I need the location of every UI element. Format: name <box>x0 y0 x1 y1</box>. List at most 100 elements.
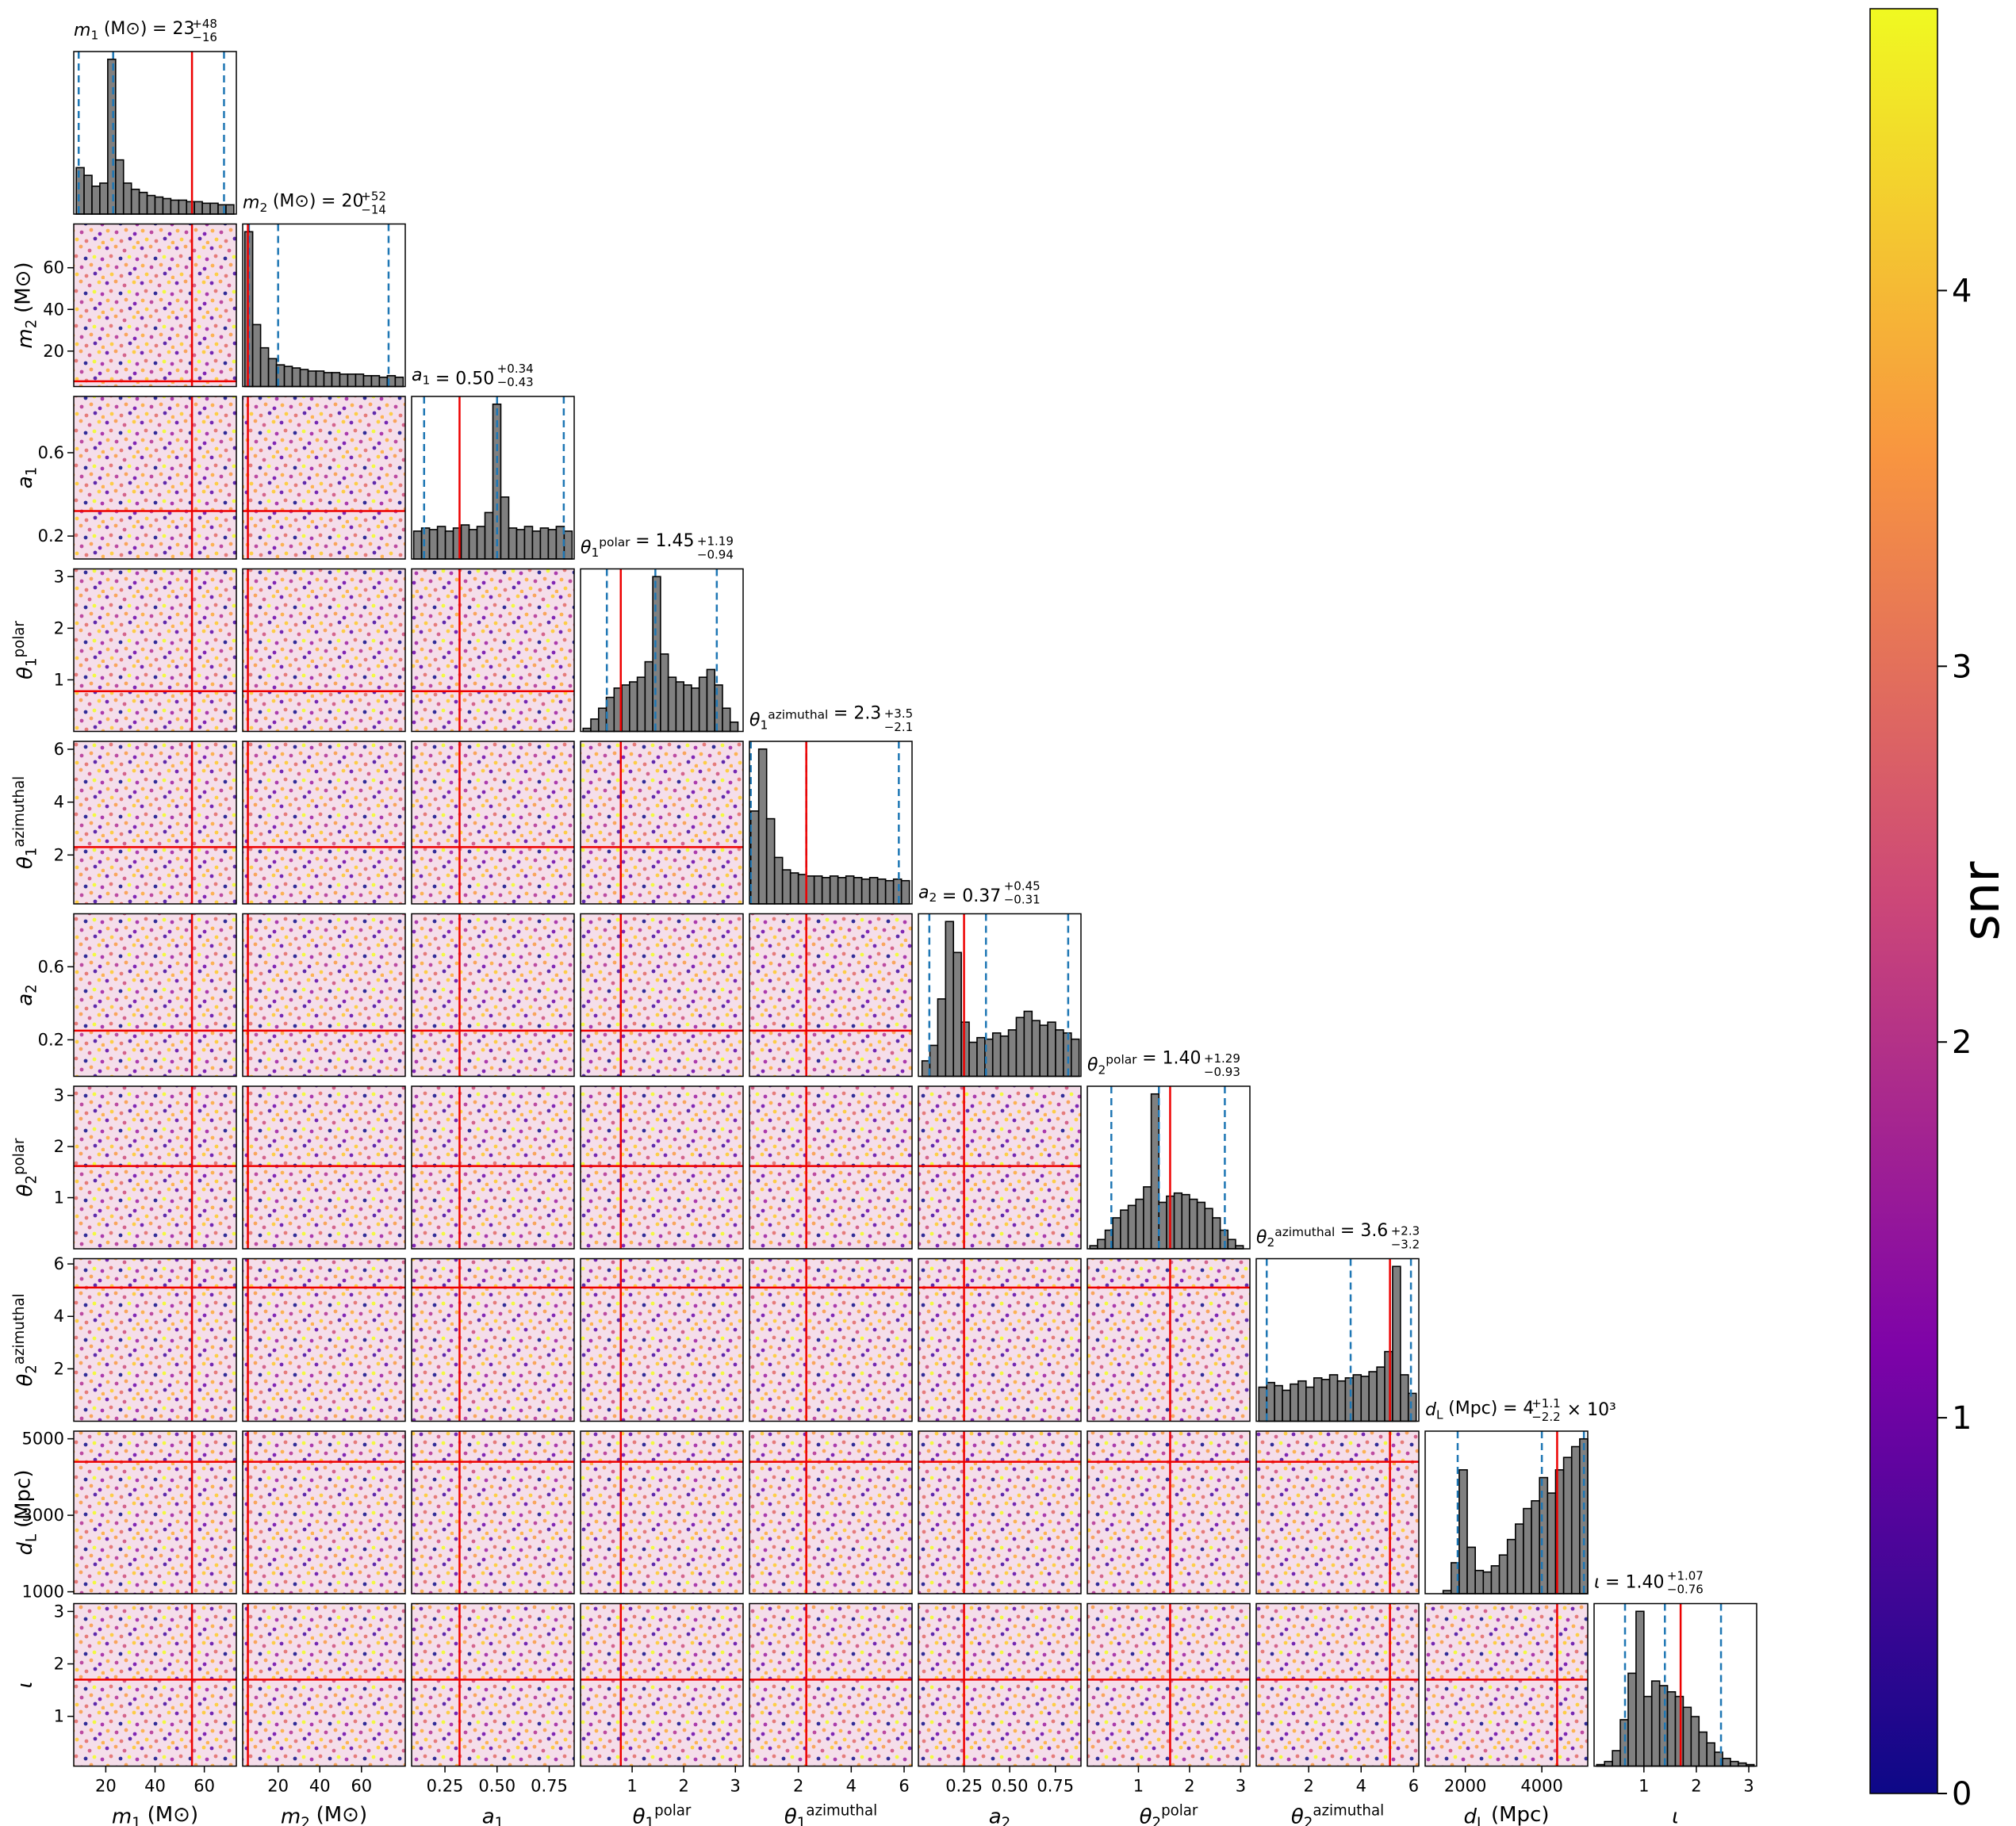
title-minus: −16 <box>192 30 217 44</box>
hist-bar <box>1674 1695 1684 1767</box>
hist-bar <box>1120 1209 1129 1250</box>
label-superscript: azimuthal <box>1313 1802 1384 1819</box>
scatter-density <box>1256 1431 1419 1594</box>
hist-bar <box>675 681 684 733</box>
hist-bar <box>660 653 669 733</box>
hist-bar <box>1112 1217 1121 1250</box>
label-symbol: θ <box>1291 1805 1304 1826</box>
title-minus: −0.31 <box>1004 893 1041 907</box>
panel-frame <box>918 913 1082 1078</box>
x-tick-label: 4 <box>1356 1777 1366 1796</box>
y-tick-label: 2 <box>54 1359 64 1378</box>
x-tick-label: 0.50 <box>991 1777 1029 1796</box>
panel-frame <box>749 1085 913 1250</box>
label-symbol: θ <box>1087 1055 1098 1075</box>
hist-bar <box>563 530 573 560</box>
hist-bar <box>1212 1217 1221 1250</box>
hist-bar <box>1706 1742 1715 1767</box>
y-tick-label: 6 <box>54 740 64 759</box>
title-value: = 0.50 <box>435 369 494 389</box>
panel-frame <box>73 396 237 560</box>
label-subscript: L <box>1477 1815 1485 1826</box>
panel-frame <box>918 1258 1082 1422</box>
panel-frame <box>411 741 575 905</box>
panel-frame <box>242 1430 406 1594</box>
hist-bar <box>698 676 708 733</box>
hist-bar <box>1698 1731 1707 1767</box>
x-tick-label: 20 <box>95 1777 117 1796</box>
scatter-density <box>243 568 405 732</box>
panel-frame <box>411 1430 575 1594</box>
label-subscript: L <box>1436 1408 1443 1422</box>
hist-bar <box>1274 1384 1283 1422</box>
y-tick-label: 6 <box>54 1254 64 1273</box>
x-tick-label: 2000 <box>1444 1777 1486 1796</box>
panel-frame <box>242 1085 406 1250</box>
label-subscript: 2 <box>1267 1235 1274 1250</box>
scatter-density <box>749 1431 912 1594</box>
hist-bar <box>186 201 195 215</box>
panel-frame <box>242 913 406 1078</box>
hist-bar <box>1258 1386 1268 1422</box>
x-tick-label: 3 <box>1743 1777 1753 1796</box>
hist-bar <box>952 951 962 1078</box>
hist-bar <box>1506 1538 1516 1594</box>
hist-bar <box>1682 1706 1692 1767</box>
hist-bar <box>267 358 278 388</box>
scatter-density <box>74 568 236 732</box>
scatter-density <box>581 741 743 904</box>
hist-bar <box>1604 1760 1613 1767</box>
hist-bar <box>484 511 494 560</box>
scatter-density <box>918 1431 1081 1594</box>
hist-bar <box>765 817 776 905</box>
hist-bar <box>945 921 955 1078</box>
hist-bar <box>209 202 219 215</box>
hist-bar <box>1531 1500 1541 1594</box>
hist-bar <box>1722 1757 1731 1767</box>
y-tick-label: 0.2 <box>38 1030 64 1049</box>
panel-frame <box>580 1085 744 1250</box>
colorbar-tick-label: 1 <box>1952 1400 1972 1437</box>
label-superscript: polar <box>11 621 28 658</box>
y-tick-label: 1 <box>54 670 64 689</box>
label-subscript: 1 <box>23 467 40 477</box>
x-tick-label: 60 <box>351 1777 372 1796</box>
label-symbol: a <box>989 1805 1002 1826</box>
hist-bar <box>683 684 692 733</box>
label-superscript: polar <box>1161 1802 1198 1819</box>
hist-bar <box>1227 1238 1236 1250</box>
title-value: = 20 <box>321 192 363 212</box>
hist-bar <box>706 668 716 733</box>
hist-bar <box>355 373 365 388</box>
hist-bar <box>1328 1374 1339 1422</box>
scatter-density <box>74 1258 236 1422</box>
x-axis-label: dL (Mpc) <box>1464 1803 1550 1826</box>
hist-bar <box>1189 1198 1198 1250</box>
hist-bar <box>749 810 760 905</box>
hist-bar <box>194 201 203 215</box>
hist-bar <box>547 529 558 560</box>
title-plus: +2.3 <box>1391 1224 1420 1238</box>
y-tick-label: 0.6 <box>38 957 64 976</box>
hist-bar <box>636 676 646 733</box>
hist-bar <box>299 369 309 388</box>
panel-title: θ2polar = 1.40 <box>1087 1049 1202 1078</box>
scatter-density <box>412 568 574 732</box>
hist-bar <box>797 874 807 905</box>
panel-frame <box>73 223 237 388</box>
hist-bar <box>1384 1350 1393 1422</box>
hist-bar <box>1097 1238 1106 1250</box>
title-plus: +1.29 <box>1204 1051 1240 1066</box>
x-tick-label: 60 <box>194 1777 215 1796</box>
scatter-density <box>412 1258 574 1422</box>
scatter-density <box>918 1258 1081 1422</box>
y-tick-label: 2 <box>54 845 64 864</box>
x-tick-label: 6 <box>1409 1777 1419 1796</box>
scatter-density <box>1425 1603 1588 1767</box>
label-subscript: 1 <box>90 29 98 43</box>
hist-bar <box>590 718 600 733</box>
panel-title: a2 = 0.37 <box>918 883 1001 907</box>
hist-bar <box>1376 1366 1386 1422</box>
panel-frame <box>1087 1430 1251 1594</box>
y-tick-label: 3 <box>54 1602 64 1621</box>
